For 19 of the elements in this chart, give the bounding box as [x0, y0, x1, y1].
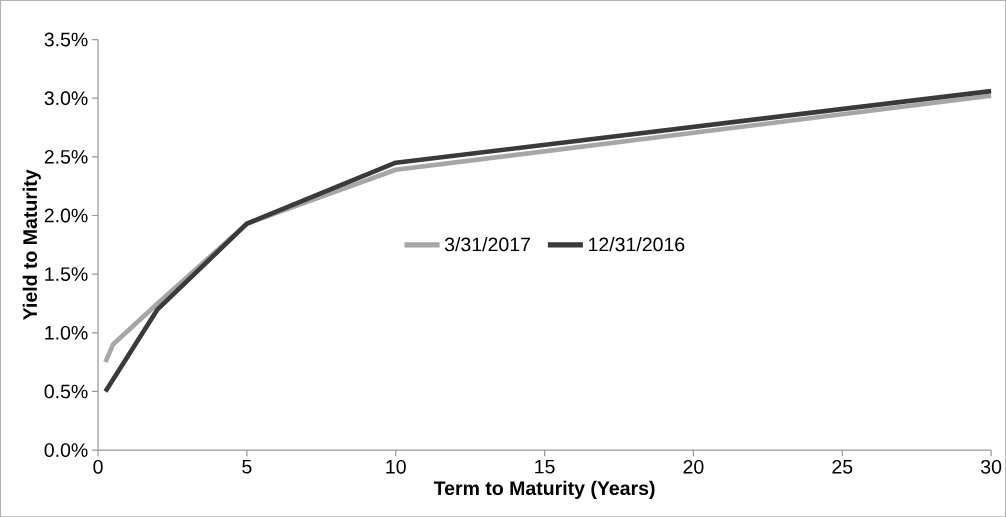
x-tick-label: 25 [832, 459, 853, 474]
y-tick-label: 0.0% [44, 443, 88, 457]
y-tick-label: 0.5% [44, 384, 88, 399]
y-tick-label: 2.0% [44, 208, 88, 223]
x-tick-label: 0 [93, 459, 103, 474]
x-tick-label: 5 [242, 459, 252, 474]
y-axis-title: Yield to Maturity [22, 169, 41, 320]
x-tick-label: 20 [683, 459, 704, 474]
x-tick-label: 15 [535, 459, 555, 474]
y-tick-label: 1.0% [45, 325, 88, 340]
x-tick-label: 30 [981, 459, 1002, 474]
legend-label: 3/31/2017 [444, 236, 530, 252]
legend-label: 12/31/2016 [589, 236, 685, 252]
y-tick-label: 2.5% [44, 149, 88, 164]
x-axis-title: Term to Maturity (Years) [433, 480, 655, 499]
y-tick-label: 3.0% [44, 91, 88, 105]
y-tick-label: 1.5% [45, 267, 88, 281]
y-tick-label: 3.5% [44, 32, 88, 47]
x-tick-label: 10 [386, 459, 406, 474]
